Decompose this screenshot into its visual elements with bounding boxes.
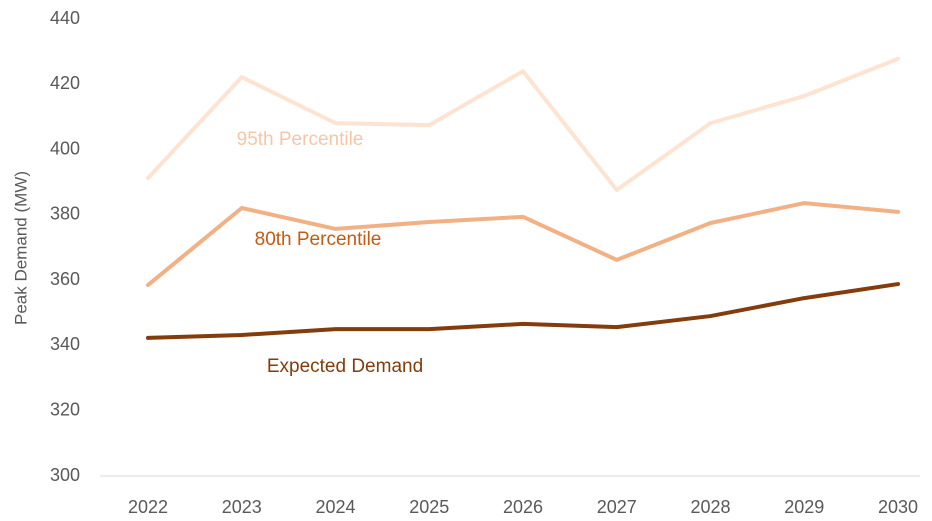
- x-tick-label: 2029: [784, 497, 824, 517]
- y-tick-label: 420: [50, 73, 80, 93]
- y-tick-label: 380: [50, 204, 80, 224]
- x-tick-label: 2023: [222, 497, 262, 517]
- y-tick-label: 360: [50, 269, 80, 289]
- x-tick-label: 2028: [690, 497, 730, 517]
- y-tick-label: 320: [50, 399, 80, 419]
- y-tick-label: 440: [50, 8, 80, 28]
- series-label: Expected Demand: [267, 356, 423, 377]
- y-tick-label: 300: [50, 465, 80, 485]
- x-tick-label: 2026: [503, 497, 543, 517]
- x-tick-label: 2022: [128, 497, 168, 517]
- x-tick-label: 2027: [597, 497, 637, 517]
- y-axis-title: Peak Demand (MW): [11, 171, 30, 325]
- series-line: [146, 56, 900, 193]
- series-line: [146, 282, 900, 340]
- x-tick-label: 2024: [315, 497, 355, 517]
- y-tick-label: 340: [50, 334, 80, 354]
- x-tick-label: 2025: [409, 497, 449, 517]
- series-label: 95th Percentile: [237, 129, 364, 150]
- series-line: [146, 201, 900, 288]
- y-tick-label: 400: [50, 138, 80, 158]
- x-tick-label: 2030: [878, 497, 918, 517]
- series-label: 80th Percentile: [255, 229, 382, 250]
